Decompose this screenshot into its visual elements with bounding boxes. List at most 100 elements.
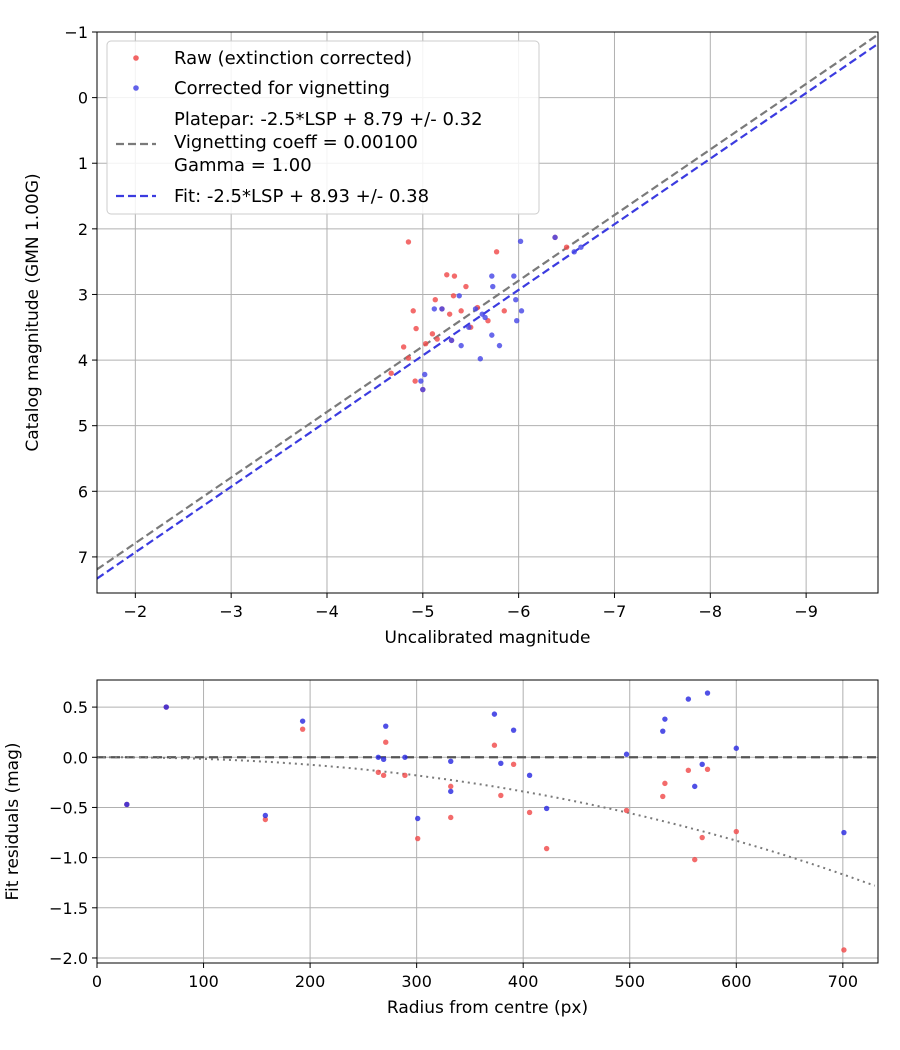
corrected-point [511, 273, 517, 279]
corrected-point [517, 238, 524, 245]
raw-residual-point [685, 767, 692, 774]
x-tick-label: −3 [219, 602, 243, 621]
corrected-residual-point [841, 829, 847, 836]
raw-point [493, 249, 500, 255]
raw-point [388, 370, 394, 376]
y-axis-label: Catalog magnitude (GMN 1.00G) [23, 173, 43, 451]
raw-point [405, 355, 412, 361]
y-tick-label: 0.0 [63, 748, 88, 767]
corrected-residual-point [380, 756, 387, 762]
raw-point [463, 283, 469, 290]
legend-corrected-marker [133, 85, 139, 91]
y-tick-label: 7 [78, 548, 88, 567]
raw-point [434, 336, 440, 342]
corrected-residual-point [733, 745, 739, 751]
y-tick-label: 6 [78, 482, 88, 501]
x-tick-label: 300 [401, 972, 432, 991]
legend-entry-text: Fit: -2.5*LSP + 8.93 +/- 0.38 [174, 186, 429, 207]
x-tick-label: 600 [721, 972, 752, 991]
residuals-plot: 0 100 200 300 400 500 600 700 0.5 0.0 −0.5 −1.0 −1.5… [3, 679, 879, 1018]
corrected-residual-point [662, 716, 668, 722]
y-tick-label: 0 [78, 89, 88, 108]
corrected-point [472, 306, 479, 312]
corrected-point [418, 378, 424, 384]
corrected-residual-point [623, 751, 630, 757]
legend-entry-text: Corrected for vignetting [174, 78, 390, 99]
raw-point [405, 239, 412, 245]
corrected-point [552, 234, 558, 241]
vignetting-curve [97, 756, 876, 887]
legend: Raw (extinction corrected) Corrected for … [106, 40, 540, 215]
legend-entry-text: Vignetting coeff = 0.00100 [174, 132, 418, 153]
x-tick-label: 0 [92, 972, 102, 991]
y-tick-label: 0.5 [63, 698, 88, 717]
x-tick-label: 200 [295, 972, 326, 991]
x-tick-label: −2 [124, 602, 148, 621]
corrected-residual-point [402, 754, 408, 760]
corrected-point [571, 249, 577, 255]
corrected-residual-point [543, 805, 550, 812]
y-tick-label: −1.0 [49, 849, 88, 868]
raw-residual-point [375, 769, 381, 776]
plot-frame [96, 679, 879, 964]
corrected-residual-point [163, 704, 169, 710]
raw-residual-point [383, 739, 389, 745]
raw-residual-point [699, 834, 705, 841]
raw-point [451, 273, 458, 279]
corrected-residual-point [448, 788, 454, 795]
calibration-plot: −2 −3 −4 −5 −6 −7 −8 −9 −1 0 1 2 3 4 5 6 7 Uncalibrated m… [23, 23, 879, 648]
x-tick-label: 400 [508, 972, 539, 991]
raw-residual-point [498, 792, 504, 799]
corrected-point [489, 332, 495, 338]
x-tick-label: 700 [828, 972, 859, 991]
corrected-point [448, 337, 455, 344]
raw-point [432, 297, 438, 303]
raw-residual-point [380, 772, 387, 779]
raw-point [400, 344, 407, 350]
corrected-residual-point [692, 783, 698, 790]
corrected-residual-point [491, 711, 498, 717]
corrected-residual-point [510, 727, 517, 733]
x-tick-label: −9 [794, 602, 818, 621]
corrected-point [420, 386, 426, 393]
raw-residual-point [448, 814, 454, 821]
corrected-point [456, 293, 462, 299]
corrected-residual-point [299, 718, 306, 724]
y-tick-label: −0.5 [49, 798, 88, 817]
corrected-residual-point [498, 760, 504, 766]
corrected-residual-point [375, 754, 381, 760]
raw-point [450, 293, 457, 299]
raw-point [412, 378, 418, 384]
raw-point [458, 308, 464, 314]
raw-point [444, 272, 450, 278]
raw-residual-point [623, 807, 630, 814]
y-tick-label: 1 [78, 154, 88, 173]
raw-point [410, 308, 416, 314]
platepar-line [97, 33, 878, 571]
corrected-point [482, 314, 488, 321]
raw-residual-point [662, 780, 668, 787]
legend-raw-marker [133, 55, 139, 61]
x-tick-label: −6 [507, 602, 531, 621]
raw-point [446, 311, 453, 317]
x-tick-label: −7 [603, 602, 627, 621]
y-tick-label: −2.0 [49, 949, 88, 968]
corrected-point [518, 308, 525, 314]
raw-residual-point [543, 845, 550, 852]
x-tick-label: 500 [614, 972, 645, 991]
y-axis-label: Fit residuals (mag) [3, 743, 23, 901]
raw-residual-point [448, 783, 454, 790]
raw-residual-point [262, 816, 269, 823]
y-tick-label: 2 [78, 220, 88, 239]
y-tick-label: −1.5 [49, 899, 88, 918]
corrected-residual-point [124, 801, 130, 808]
corrected-point [490, 283, 496, 290]
corrected-point [578, 244, 584, 250]
plot-area [97, 33, 878, 580]
corrected-residual-point [383, 723, 389, 729]
x-tick-label: 100 [188, 972, 219, 991]
plot-frame [96, 31, 879, 594]
raw-point [429, 331, 436, 337]
corrected-point [514, 318, 520, 324]
